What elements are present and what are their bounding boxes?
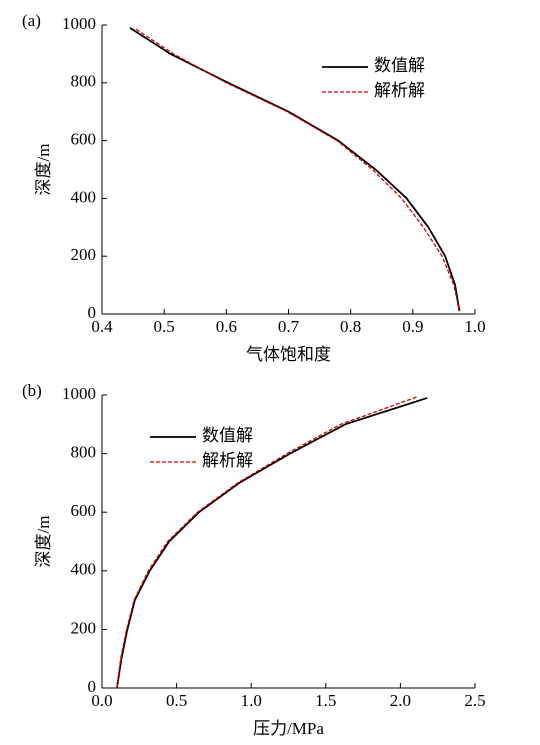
x-tick-label: 0.5: [154, 317, 175, 336]
y-tick-label: 0: [88, 303, 97, 322]
y-axis-label: 深度/m: [34, 144, 53, 196]
x-tick-label: 2.5: [464, 691, 485, 710]
x-axis-label: 压力/MPa: [253, 719, 324, 738]
x-tick-label: 0.6: [216, 317, 237, 336]
x-tick-label: 0.0: [91, 691, 112, 710]
x-tick-label: 0.9: [402, 317, 423, 336]
x-tick-label: 0.4: [91, 317, 113, 336]
x-tick-label: 2.0: [390, 691, 411, 710]
y-tick-label: 400: [71, 187, 97, 206]
x-tick-label: 1.0: [464, 317, 485, 336]
x-tick-label: 0.7: [278, 317, 300, 336]
y-tick-label: 0: [88, 677, 97, 696]
x-tick-label: 1.5: [315, 691, 336, 710]
panel-label: (a): [22, 11, 41, 30]
data-line: [116, 397, 428, 689]
data-line: [135, 28, 461, 312]
panel-label: (b): [22, 381, 42, 400]
y-tick-label: 400: [71, 560, 97, 579]
legend-label: 数值解: [202, 426, 253, 445]
x-tick-label: 0.5: [166, 691, 187, 710]
y-tick-label: 200: [71, 245, 97, 264]
legend-label: 解析解: [374, 81, 425, 100]
y-tick-label: 1000: [62, 14, 96, 33]
legend-label: 数值解: [374, 56, 425, 75]
y-tick-label: 800: [71, 443, 97, 462]
y-axis-label: 深度/m: [34, 516, 53, 568]
y-tick-label: 1000: [62, 384, 96, 403]
y-tick-label: 600: [71, 501, 97, 520]
x-tick-label: 0.8: [340, 317, 361, 336]
x-axis-label: 气体饱和度: [246, 345, 331, 364]
legend-label: 解析解: [202, 451, 253, 470]
y-tick-label: 600: [71, 130, 97, 149]
y-tick-label: 800: [71, 72, 97, 91]
x-tick-label: 1.0: [241, 691, 262, 710]
y-tick-label: 200: [71, 618, 97, 637]
data-line: [116, 395, 419, 689]
